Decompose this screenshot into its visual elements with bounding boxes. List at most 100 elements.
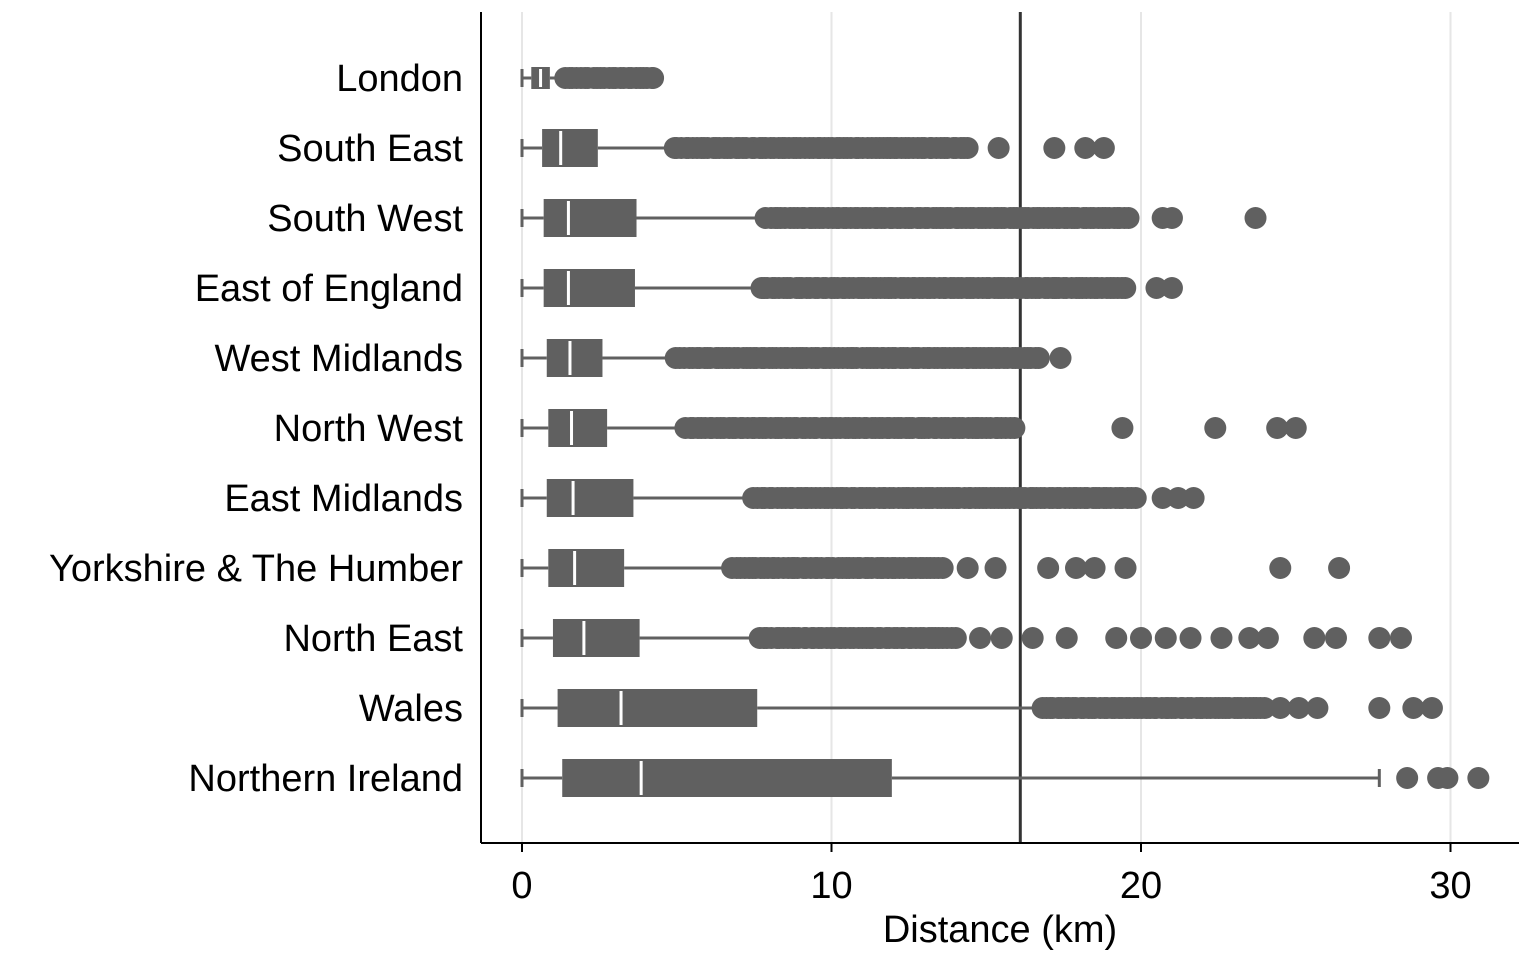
outlier-yorkshire-the-humber <box>1269 557 1292 579</box>
outlier-north-east <box>969 627 992 649</box>
outlier-yorkshire-the-humber <box>956 557 979 579</box>
axes <box>480 12 1519 844</box>
iqr-box-north-east <box>552 619 640 657</box>
box-south-east <box>520 129 1115 167</box>
outlier-yorkshire-the-humber <box>1328 557 1351 579</box>
box-northern-ireland <box>520 759 1490 797</box>
outlier-west-midlands <box>1049 347 1072 369</box>
outlier-east-of-england <box>1114 277 1137 299</box>
outlier-north-east <box>1179 627 1202 649</box>
box-west-midlands <box>520 339 1072 377</box>
outlier-yorkshire-the-humber <box>931 557 954 579</box>
box-east-of-england <box>520 269 1183 307</box>
outlier-south-east <box>987 137 1010 159</box>
box-yorkshire-the-humber <box>520 549 1351 587</box>
outlier-london <box>640 67 663 89</box>
box-wales <box>520 689 1443 727</box>
outlier-south-west <box>1244 207 1267 229</box>
category-label-east-midlands: East Midlands <box>224 478 463 520</box>
iqr-box-west-midlands <box>546 339 603 377</box>
outlier-north-east <box>1389 627 1412 649</box>
outlier-north-east <box>1105 627 1128 649</box>
x-axis-title: Distance (km) <box>883 909 1117 951</box>
box-north-east <box>520 619 1412 657</box>
iqr-box-south-west <box>543 199 637 237</box>
outlier-north-east <box>1368 627 1391 649</box>
outlier-east-midlands <box>1124 487 1147 509</box>
x-tick-labels: 0 10 20 30 <box>511 865 1471 907</box>
outlier-east-midlands <box>1182 487 1205 509</box>
category-labels: London South East South West East of Englan… <box>49 58 463 800</box>
outlier-north-east <box>944 627 967 649</box>
outlier-wales <box>1287 697 1310 719</box>
outlier-south-east <box>1043 137 1066 159</box>
outlier-north-west <box>1111 417 1134 439</box>
x-tick-label-30: 30 <box>1429 865 1471 907</box>
iqr-box-south-east <box>542 129 598 167</box>
category-label-northern-ireland: Northern Ireland <box>188 758 463 800</box>
outlier-west-midlands <box>1027 347 1050 369</box>
outlier-wales <box>1253 697 1276 719</box>
category-label-yorkshire-the-humber: Yorkshire & The Humber <box>49 548 463 590</box>
outlier-wales <box>1368 697 1391 719</box>
x-tick-label-10: 10 <box>810 865 852 907</box>
outlier-yorkshire-the-humber <box>1083 557 1106 579</box>
outlier-north-east <box>1021 627 1044 649</box>
iqr-box-north-west <box>548 409 608 447</box>
outlier-wales <box>1306 697 1329 719</box>
outlier-south-east <box>1074 137 1097 159</box>
outlier-south-east <box>1092 137 1115 159</box>
box-north-west <box>520 409 1307 447</box>
box-layer <box>520 67 1490 797</box>
outlier-east-of-england <box>1043 277 1066 299</box>
outlier-yorkshire-the-humber <box>1037 557 1060 579</box>
outlier-east-midlands <box>1151 487 1174 509</box>
iqr-box-wales <box>557 689 758 727</box>
outlier-yorkshire-the-humber <box>1114 557 1137 579</box>
outlier-north-west <box>1204 417 1227 439</box>
category-label-east-of-england: East of England <box>195 268 463 310</box>
iqr-box-northern-ireland <box>562 759 892 797</box>
outlier-north-east <box>1154 627 1177 649</box>
outlier-south-west <box>1160 207 1183 229</box>
iqr-box-yorkshire-the-humber <box>548 549 625 587</box>
outlier-north-west <box>1266 417 1289 439</box>
outlier-east-midlands <box>1167 487 1190 509</box>
outlier-wales <box>1269 697 1292 719</box>
outlier-north-east <box>1130 627 1152 649</box>
category-label-south-east: South East <box>277 128 463 170</box>
outlier-north-east <box>1210 627 1233 649</box>
category-label-north-west: North West <box>274 408 464 450</box>
category-label-wales: Wales <box>359 688 463 730</box>
box-east-midlands <box>520 479 1205 517</box>
category-label-west-midlands: West Midlands <box>214 338 463 380</box>
box-south-west <box>520 199 1267 237</box>
iqr-box-east-midlands <box>546 479 634 517</box>
outlier-north-east <box>1238 627 1261 649</box>
outlier-north-east <box>1324 627 1347 649</box>
outlier-yorkshire-the-humber <box>1065 557 1088 579</box>
outlier-northern-ireland <box>1396 767 1419 789</box>
box-london <box>520 67 665 89</box>
outlier-north-east <box>1303 627 1326 649</box>
outlier-north-east <box>990 627 1013 649</box>
category-label-north-east: North East <box>283 618 463 660</box>
outlier-east-of-england <box>1145 277 1168 299</box>
iqr-box-east-of-england <box>543 269 635 307</box>
outlier-northern-ireland <box>1436 767 1459 789</box>
outlier-northern-ireland <box>1467 767 1490 789</box>
x-tick-label-20: 20 <box>1120 865 1162 907</box>
outlier-north-east <box>1055 627 1078 649</box>
outlier-south-west <box>1117 207 1140 229</box>
category-label-south-west: South West <box>267 198 463 240</box>
outlier-north-east <box>1256 627 1279 649</box>
outlier-north-west <box>1284 417 1307 439</box>
x-tick-label-0: 0 <box>511 865 532 907</box>
outlier-yorkshire-the-humber <box>984 557 1007 579</box>
outlier-north-west <box>1003 417 1026 439</box>
outlier-wales <box>1402 697 1425 719</box>
category-label-london: London <box>336 58 463 100</box>
outlier-wales <box>1420 697 1443 719</box>
